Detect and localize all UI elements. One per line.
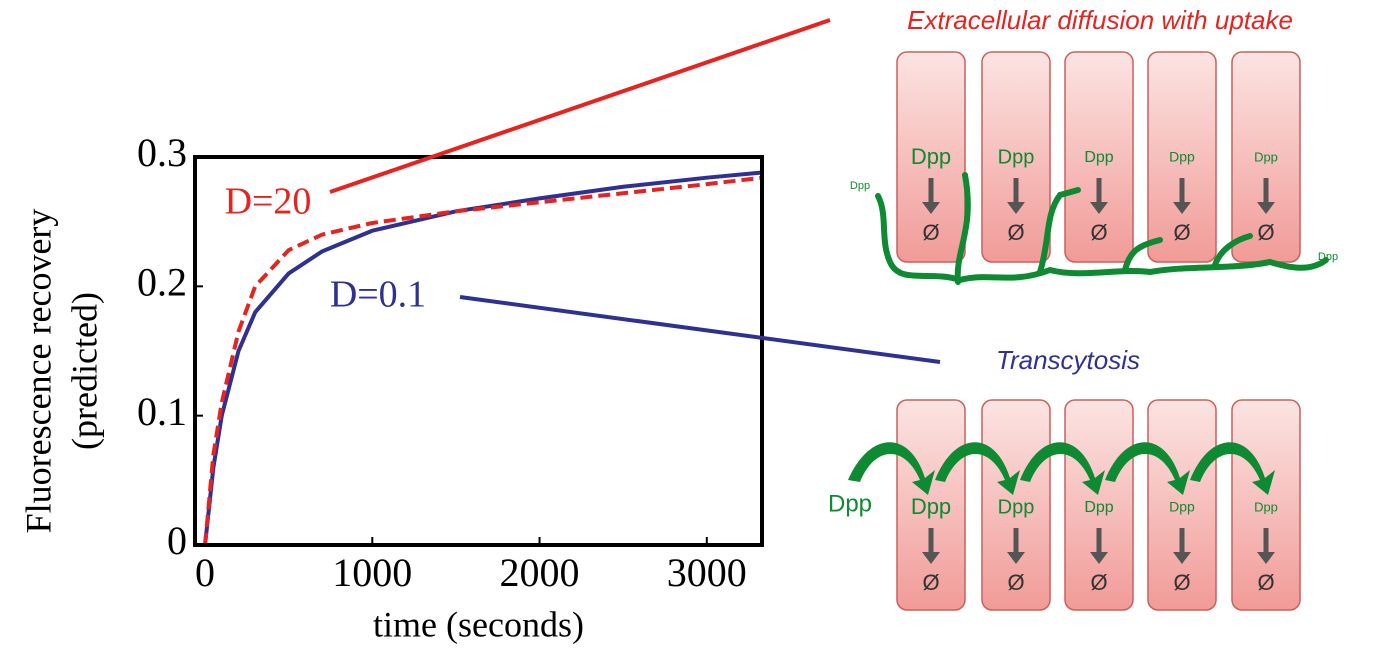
series-line [203, 175, 763, 546]
cell [981, 51, 1051, 263]
sink-symbol: Ø [922, 570, 939, 595]
arrow-head [1090, 202, 1108, 214]
cell [896, 399, 966, 611]
dpp-label: Dpp [1084, 149, 1113, 166]
sink-symbol: Ø [922, 220, 939, 245]
x-tick-label: 0 [195, 550, 215, 595]
diagram-label: Transcytosis [996, 345, 1140, 375]
sink-symbol: Ø [1007, 220, 1024, 245]
dpp-label: Dpp [1169, 149, 1195, 165]
diffusion-path [875, 172, 1329, 285]
series-label: D=0.1 [330, 274, 426, 316]
dpp-label: Dpp [998, 146, 1035, 168]
dpp-label: Dpp [1169, 499, 1195, 515]
sink-symbol: Ø [1257, 220, 1274, 245]
cell [896, 51, 966, 263]
sink-symbol: Ø [1090, 220, 1107, 245]
arrow-head [1007, 202, 1025, 214]
arrow-head [1257, 552, 1275, 564]
y-tick-label: 0.1 [137, 389, 187, 434]
dpp-label: Dpp [828, 490, 872, 517]
y-axis-label: Fluorescence recovery [18, 209, 58, 534]
x-tick-label: 1000 [332, 550, 412, 595]
series-label: D=20 [225, 181, 312, 223]
cell [1064, 399, 1134, 611]
callout-line [459, 295, 941, 364]
arrow-head [1257, 202, 1275, 214]
sink-symbol: Ø [1007, 570, 1024, 595]
sink-symbol: Ø [1090, 570, 1107, 595]
callout-line [329, 18, 831, 194]
y-axis-label: (predicted) [64, 292, 104, 450]
arrow-head [1007, 552, 1025, 564]
arrow-head [922, 552, 940, 564]
y-tick-label: 0 [167, 518, 187, 563]
x-tick-label: 2000 [500, 550, 580, 595]
transcytosis-arrows [848, 442, 1275, 495]
dpp-label: Dpp [998, 496, 1035, 518]
plot-frame [193, 155, 764, 547]
arrow-head [922, 202, 940, 214]
dpp-label: Dpp [850, 180, 870, 192]
cell [1147, 51, 1217, 263]
diagram-label: Extracellular diffusion with uptake [907, 5, 1293, 35]
arrow-head [1090, 552, 1108, 564]
cell [1064, 51, 1134, 263]
x-tick-label: 3000 [667, 550, 747, 595]
sink-symbol: Ø [1173, 570, 1190, 595]
arrow-head [1173, 552, 1191, 564]
dpp-label: Dpp [911, 144, 951, 169]
dpp-label: Dpp [1084, 499, 1113, 516]
sink-symbol: Ø [1257, 570, 1274, 595]
dpp-label: Dpp [911, 494, 951, 519]
cell [981, 399, 1051, 611]
arrow-head [1173, 202, 1191, 214]
sink-symbol: Ø [1173, 220, 1190, 245]
x-axis-label: time (seconds) [373, 604, 584, 644]
series-line [203, 170, 763, 546]
dpp-label: Dpp [1254, 149, 1278, 164]
dpp-label: Dpp [1254, 499, 1278, 514]
y-tick-label: 0.3 [137, 130, 187, 175]
y-tick-label: 0.2 [137, 260, 187, 305]
